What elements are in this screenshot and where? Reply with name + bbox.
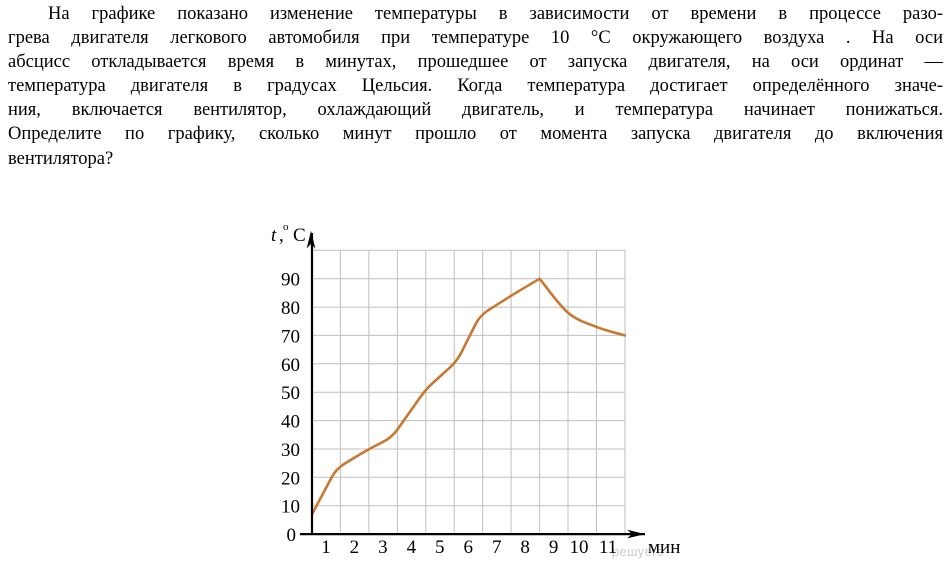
svg-text:80: 80	[281, 298, 300, 319]
svg-text:0: 0	[287, 525, 297, 546]
svg-text:4: 4	[407, 537, 417, 558]
svg-text:мин: мин	[648, 537, 680, 558]
svg-text:2: 2	[350, 537, 360, 558]
svg-text:10: 10	[281, 497, 300, 518]
svg-text:60: 60	[281, 355, 300, 376]
svg-text:3: 3	[378, 537, 388, 558]
svg-text:70: 70	[281, 326, 300, 347]
svg-text:40: 40	[281, 412, 300, 433]
svg-text:8: 8	[520, 537, 530, 558]
svg-text:11: 11	[599, 537, 617, 558]
svg-text:6: 6	[463, 537, 473, 558]
svg-text:C: C	[293, 225, 306, 246]
svg-text:1: 1	[321, 537, 331, 558]
svg-text:7: 7	[492, 537, 502, 558]
svg-text:90: 90	[281, 270, 300, 291]
svg-text:50: 50	[281, 383, 300, 404]
svg-text:9: 9	[549, 537, 559, 558]
svg-text:30: 30	[281, 440, 300, 461]
svg-text:o: o	[283, 221, 289, 233]
svg-text:20: 20	[281, 468, 300, 489]
svg-text:t: t	[271, 225, 277, 246]
svg-text:5: 5	[435, 537, 445, 558]
svg-text:10: 10	[570, 537, 589, 558]
